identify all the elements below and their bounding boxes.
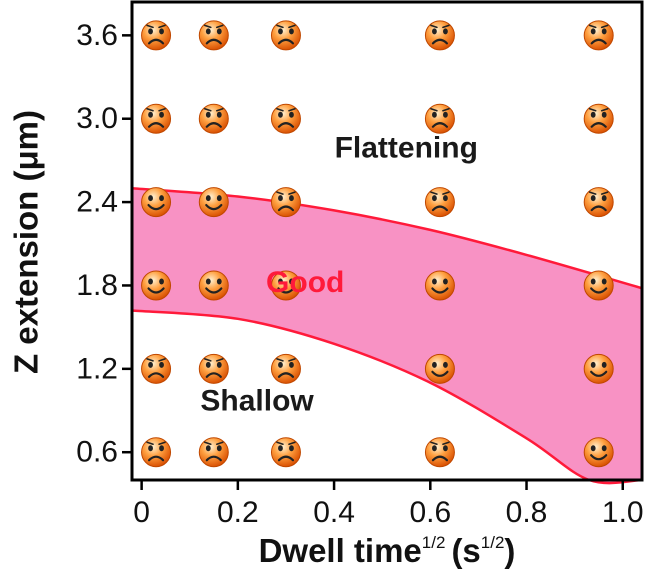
sad-face-marker xyxy=(198,20,229,51)
happy-face-marker xyxy=(583,353,614,384)
y-tick-label: 1.8 xyxy=(76,269,118,302)
y-axis-title: Z extension (μm) xyxy=(8,110,45,374)
sad-face-marker xyxy=(198,103,229,134)
markers xyxy=(141,20,614,468)
sad-face-marker xyxy=(424,187,455,218)
sad-face-marker xyxy=(141,437,172,468)
x-axis-title-sup: 1/2 xyxy=(422,533,446,552)
x-axis-title-unit-close: ) xyxy=(504,532,515,569)
x-tick-label: 0.4 xyxy=(313,496,355,529)
shallow-label: Shallow xyxy=(200,384,314,417)
good-region xyxy=(130,186,644,485)
good-label: Good xyxy=(266,266,344,299)
sad-face-marker xyxy=(270,353,301,384)
y-tick-label: 3.0 xyxy=(76,102,118,135)
happy-face-marker xyxy=(270,270,301,301)
x-ticks: 0 0.2 0.4 0.6 0.8 1.0 xyxy=(133,480,644,529)
happy-face-marker xyxy=(583,437,614,468)
sad-face-marker xyxy=(424,437,455,468)
sad-face-marker xyxy=(141,20,172,51)
x-tick-label: 0 xyxy=(133,496,150,529)
sad-face-marker xyxy=(270,437,301,468)
flattening-label: Flattening xyxy=(335,131,478,164)
x-axis-title-unit-sup: 1/2 xyxy=(481,533,505,552)
y-tick-label: 0.6 xyxy=(76,436,118,469)
happy-face-marker xyxy=(141,270,172,301)
x-tick-label: 1.0 xyxy=(602,496,644,529)
happy-face-marker xyxy=(198,270,229,301)
y-tick-label: 2.4 xyxy=(76,186,118,219)
plot-frame xyxy=(130,0,644,482)
sad-face-marker xyxy=(141,353,172,384)
y-tick-label: 1.2 xyxy=(76,352,118,385)
sad-face-marker xyxy=(198,353,229,384)
x-axis-title-main: Dwell time xyxy=(259,532,422,569)
x-tick-label: 0.6 xyxy=(409,496,451,529)
x-axis-title: Dwell time1/2 (s1/2) xyxy=(259,532,516,569)
sad-face-marker xyxy=(270,187,301,218)
x-tick-label: 0.8 xyxy=(506,496,548,529)
y-ticks: 0.6 1.2 1.8 2.4 3.0 3.6 xyxy=(76,19,132,469)
happy-face-marker xyxy=(198,187,229,218)
sad-face-marker xyxy=(424,20,455,51)
happy-face-marker xyxy=(424,270,455,301)
sad-face-marker xyxy=(583,187,614,218)
sad-face-marker xyxy=(583,103,614,134)
sad-face-marker xyxy=(141,103,172,134)
sad-face-marker xyxy=(270,103,301,134)
y-tick-label: 3.6 xyxy=(76,19,118,52)
happy-face-marker xyxy=(583,270,614,301)
happy-face-marker xyxy=(424,353,455,384)
x-tick-label: 0.2 xyxy=(217,496,259,529)
happy-face-marker xyxy=(141,187,172,218)
sad-face-marker xyxy=(583,20,614,51)
sad-face-marker xyxy=(198,437,229,468)
sad-face-marker xyxy=(270,20,301,51)
x-axis-title-unit: (s xyxy=(451,532,480,569)
sad-face-marker xyxy=(424,103,455,134)
